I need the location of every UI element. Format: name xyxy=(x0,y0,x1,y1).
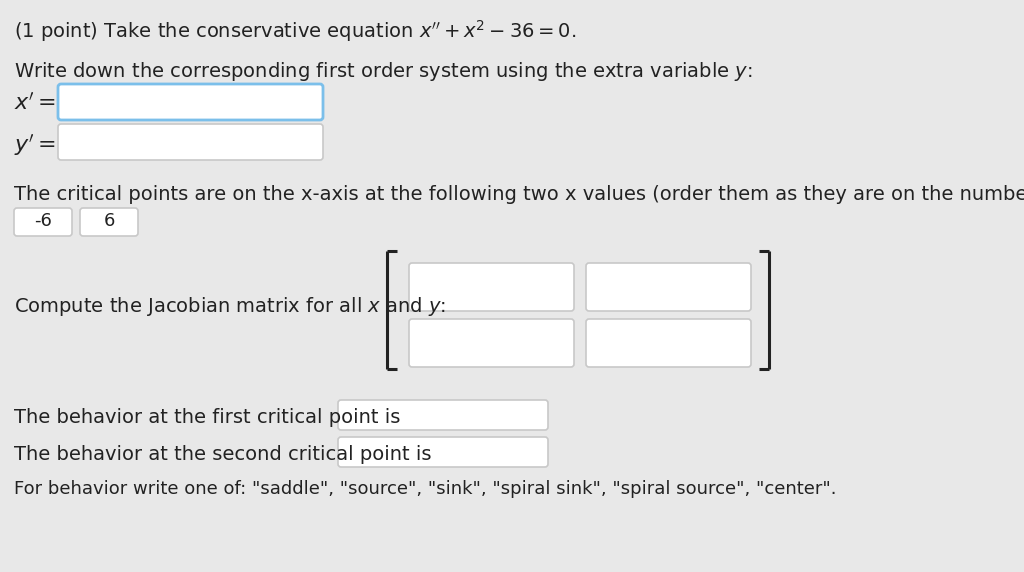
Text: $y' =$: $y' =$ xyxy=(14,132,56,157)
Text: For behavior write one of: "saddle", "source", "sink", "spiral sink", "spiral so: For behavior write one of: "saddle", "so… xyxy=(14,480,837,498)
FancyBboxPatch shape xyxy=(409,263,574,311)
FancyBboxPatch shape xyxy=(586,319,751,367)
Text: $x' =$: $x' =$ xyxy=(14,92,56,113)
FancyBboxPatch shape xyxy=(338,437,548,467)
FancyBboxPatch shape xyxy=(338,400,548,430)
Text: Compute the Jacobian matrix for all $x$ and $y$:: Compute the Jacobian matrix for all $x$ … xyxy=(14,295,446,318)
Text: 6: 6 xyxy=(103,212,115,230)
FancyBboxPatch shape xyxy=(58,124,323,160)
Text: Write down the corresponding first order system using the extra variable $y$:: Write down the corresponding first order… xyxy=(14,60,753,83)
FancyBboxPatch shape xyxy=(80,208,138,236)
FancyBboxPatch shape xyxy=(14,208,72,236)
Text: The behavior at the first critical point is: The behavior at the first critical point… xyxy=(14,408,400,427)
Text: (1 point) Take the conservative equation $x'' + x^2 - 36 = 0$.: (1 point) Take the conservative equation… xyxy=(14,18,577,44)
FancyBboxPatch shape xyxy=(586,263,751,311)
FancyBboxPatch shape xyxy=(409,319,574,367)
Text: -6: -6 xyxy=(34,212,52,230)
Text: The behavior at the second critical point is: The behavior at the second critical poin… xyxy=(14,445,431,464)
FancyBboxPatch shape xyxy=(58,84,323,120)
Text: The critical points are on the x-axis at the following two x values (order them : The critical points are on the x-axis at… xyxy=(14,185,1024,204)
